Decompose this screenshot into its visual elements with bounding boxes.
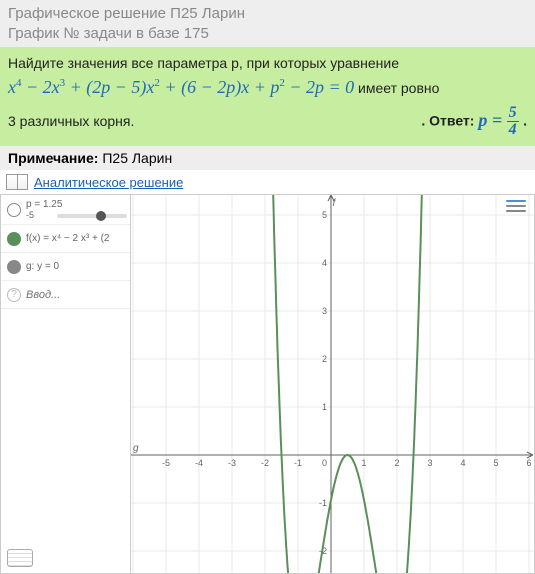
svg-text:5: 5 <box>322 210 327 220</box>
svg-text:-5: -5 <box>162 458 170 468</box>
g-label: g: y = 0 <box>26 261 124 272</box>
axis-label-g: g <box>133 443 139 454</box>
svg-text:5: 5 <box>493 458 498 468</box>
plot-svg: -5-4-3-2-1123456-3-2-1123450 <box>131 195 533 573</box>
svg-text:-2: -2 <box>261 458 269 468</box>
function-f-row[interactable]: f(x) = x⁴ − 2 x³ + (2 <box>1 225 130 253</box>
input-row[interactable]: ? <box>1 281 130 309</box>
solution-link-row: Аналитическое решение <box>0 170 535 194</box>
slider-p-thumb[interactable] <box>96 211 106 221</box>
svg-text:6: 6 <box>526 458 531 468</box>
header-title-1: Графическое решение П25 Ларин <box>8 4 527 24</box>
header-title-2: График № задачи в базе 175 <box>8 24 527 44</box>
svg-text:1: 1 <box>361 458 366 468</box>
geogebra-applet: p = 1.25 -5 ≡⁄ f(x) = x⁴ − 2 x³ + (2 g: … <box>0 194 535 574</box>
svg-text:1: 1 <box>322 402 327 412</box>
problem-intro: Найдите значения все параметра p, при ко… <box>8 55 399 71</box>
note-box: Примечание: П25 Ларин <box>0 146 535 170</box>
problem-after-eq: имеет ровно <box>358 80 439 96</box>
analytic-solution-link[interactable]: Аналитическое решение <box>34 175 183 190</box>
algebra-input[interactable] <box>26 289 124 301</box>
svg-text:4: 4 <box>322 258 327 268</box>
svg-text:-1: -1 <box>294 458 302 468</box>
note-label: Примечание: <box>8 150 98 166</box>
svg-text:0: 0 <box>322 458 327 468</box>
svg-text:3: 3 <box>322 306 327 316</box>
note-text: П25 Ларин <box>98 150 172 166</box>
page-header: Графическое решение П25 Ларин График № з… <box>0 0 535 47</box>
visibility-toggle-p[interactable] <box>7 203 21 217</box>
problem-line2: 3 различных корня. <box>8 111 134 132</box>
problem-equation: x4 − 2x3 + (2p − 5)x2 + (6 − 2p)x + p2 −… <box>8 77 354 97</box>
f-label: f(x) = x⁴ − 2 x³ + (2 <box>26 233 124 244</box>
slider-p-label: p = 1.25 <box>26 199 127 210</box>
problem-box: Найдите значения все параметра p, при ко… <box>0 47 535 146</box>
function-g-row[interactable]: g: y = 0 <box>1 253 130 281</box>
graphics-view[interactable]: -5-4-3-2-1123456-3-2-1123450 f g <box>131 195 534 573</box>
svg-text:2: 2 <box>394 458 399 468</box>
svg-text:3: 3 <box>427 458 432 468</box>
svg-text:-4: -4 <box>195 458 203 468</box>
slider-p-row[interactable]: p = 1.25 -5 ≡⁄ <box>1 195 130 225</box>
keyboard-icon[interactable] <box>7 549 33 567</box>
graphics-menu-icon[interactable] <box>506 200 526 214</box>
svg-text:4: 4 <box>460 458 465 468</box>
svg-text:-1: -1 <box>319 498 327 508</box>
algebra-panel: p = 1.25 -5 ≡⁄ f(x) = x⁴ − 2 x³ + (2 g: … <box>1 195 131 573</box>
problem-answer: . Ответ: p = 5 4 . <box>421 105 527 138</box>
visibility-toggle-g[interactable] <box>7 260 21 274</box>
axis-label-f: f <box>333 198 336 209</box>
book-icon <box>6 174 28 190</box>
svg-text:-3: -3 <box>228 458 236 468</box>
slider-p-track[interactable] <box>57 214 127 218</box>
svg-text:2: 2 <box>322 354 327 364</box>
help-icon[interactable]: ? <box>7 288 21 302</box>
visibility-toggle-f[interactable] <box>7 232 21 246</box>
